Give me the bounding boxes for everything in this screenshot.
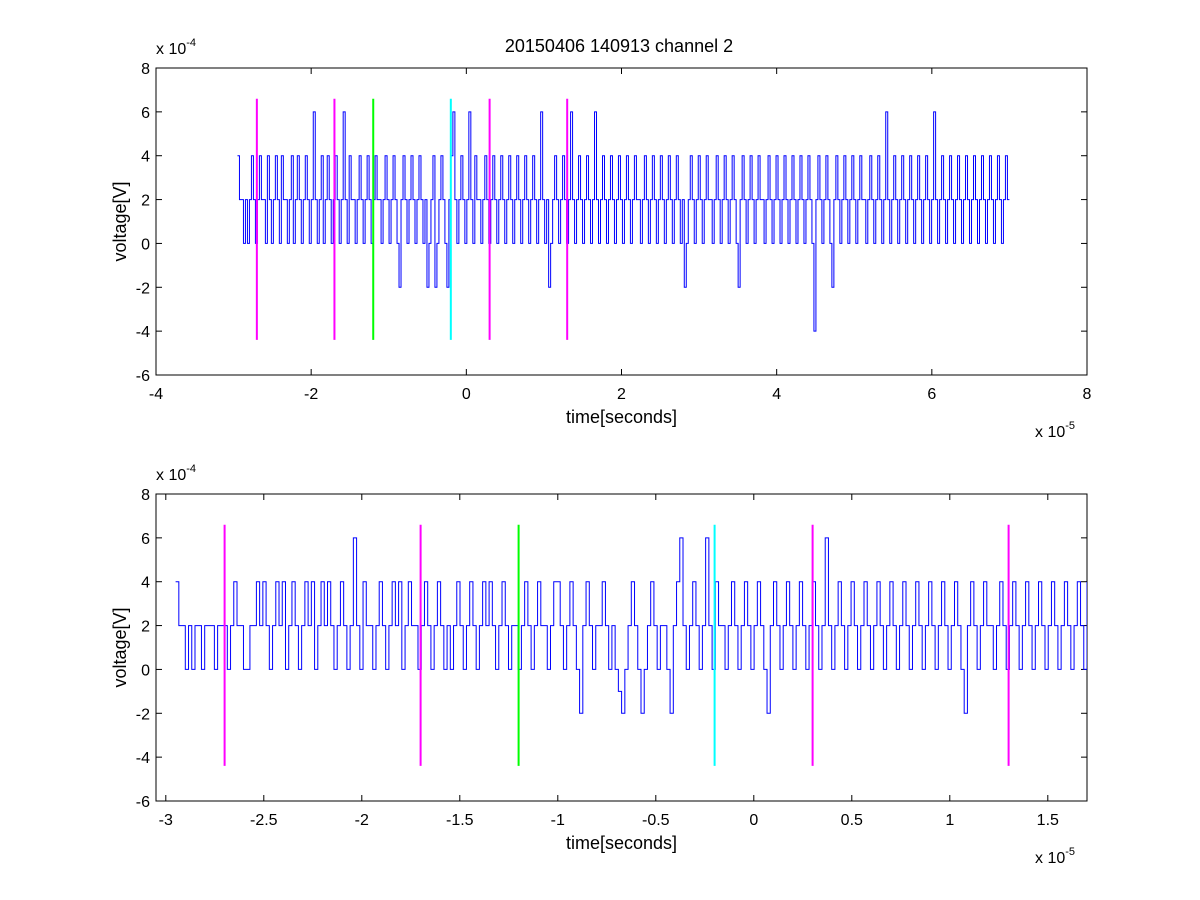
y-tick-label: -2 xyxy=(136,706,150,723)
x-tick-label: -2 xyxy=(355,812,369,829)
x-tick-label: 0.5 xyxy=(841,812,863,829)
y-tick-label: 8 xyxy=(141,61,150,78)
x-tick-label: -1 xyxy=(551,812,565,829)
y-tick-label: -4 xyxy=(136,324,150,341)
y-tick-label: 4 xyxy=(141,575,150,592)
y-tick-label: -6 xyxy=(136,368,150,385)
x-tick-label: 1.5 xyxy=(1037,812,1059,829)
y-tick-label: 6 xyxy=(141,531,150,548)
signal-trace xyxy=(237,111,1010,332)
x-tick-label: -1.5 xyxy=(446,812,474,829)
top-axes: -4 -2 0 2 4 6 8-6-4-202468time[seconds]voltage… xyxy=(110,37,1092,441)
x-multiplier-base: x 10 xyxy=(1035,424,1065,441)
figure-title: 20150406 140913 channel 2 xyxy=(505,36,733,56)
y-tick-label: -2 xyxy=(136,280,150,297)
x-axis-label: time[seconds] xyxy=(566,833,677,853)
x-multiplier-label: x 10-5 xyxy=(1035,420,1075,441)
x-tick-label: 8 xyxy=(1083,386,1092,403)
x-tick-label: -2.5 xyxy=(250,812,278,829)
y-tick-label: 2 xyxy=(141,193,150,210)
y-multiplier-base: x 10 xyxy=(156,467,186,484)
y-axis-label: voltage[V] xyxy=(110,607,130,687)
bottom-axes: -3 -2.5 -2 -1.5 -1 -0.5 0 0.5 1 1.5 -6 -4 -2 0 2 4 6 8 tim… xyxy=(110,463,1088,867)
x-tick-label: 4 xyxy=(772,386,781,403)
x-tick-label: 2 xyxy=(617,386,626,403)
x-multiplier-exponent: -5 xyxy=(1065,846,1075,858)
y-multiplier-exponent: -4 xyxy=(186,463,196,475)
y-tick-label: -4 xyxy=(136,750,150,767)
x-tick-label: -3 xyxy=(159,812,173,829)
y-multiplier-exponent: -4 xyxy=(186,37,196,49)
y-axis-label: voltage[V] xyxy=(110,181,130,261)
y-tick-label: 4 xyxy=(141,149,150,166)
x-tick-label: -4 xyxy=(149,386,163,403)
x-tick-label: 1 xyxy=(945,812,954,829)
x-multiplier-exponent: -5 xyxy=(1065,420,1075,432)
x-axis-label: time[seconds] xyxy=(566,407,677,427)
x-tick-label: -0.5 xyxy=(642,812,670,829)
y-tick-label: 8 xyxy=(141,487,150,504)
y-tick-label: 0 xyxy=(141,662,150,679)
x-multiplier-label: x 10-5 xyxy=(1035,846,1075,867)
y-tick-label: 2 xyxy=(141,619,150,636)
y-multiplier-label: x 10-4 xyxy=(156,463,196,484)
y-multiplier-base: x 10 xyxy=(156,41,186,58)
x-tick-label: -2 xyxy=(304,386,318,403)
y-tick-label: 0 xyxy=(141,236,150,253)
x-tick-label: 0 xyxy=(749,812,758,829)
x-multiplier-base: x 10 xyxy=(1035,850,1065,867)
x-tick-label: 6 xyxy=(927,386,936,403)
x-tick-label: 0 xyxy=(462,386,471,403)
y-tick-label: 6 xyxy=(141,105,150,122)
y-multiplier-label: x 10-4 xyxy=(156,37,196,58)
signal-trace xyxy=(175,537,1087,714)
y-tick-label: -6 xyxy=(136,794,150,811)
